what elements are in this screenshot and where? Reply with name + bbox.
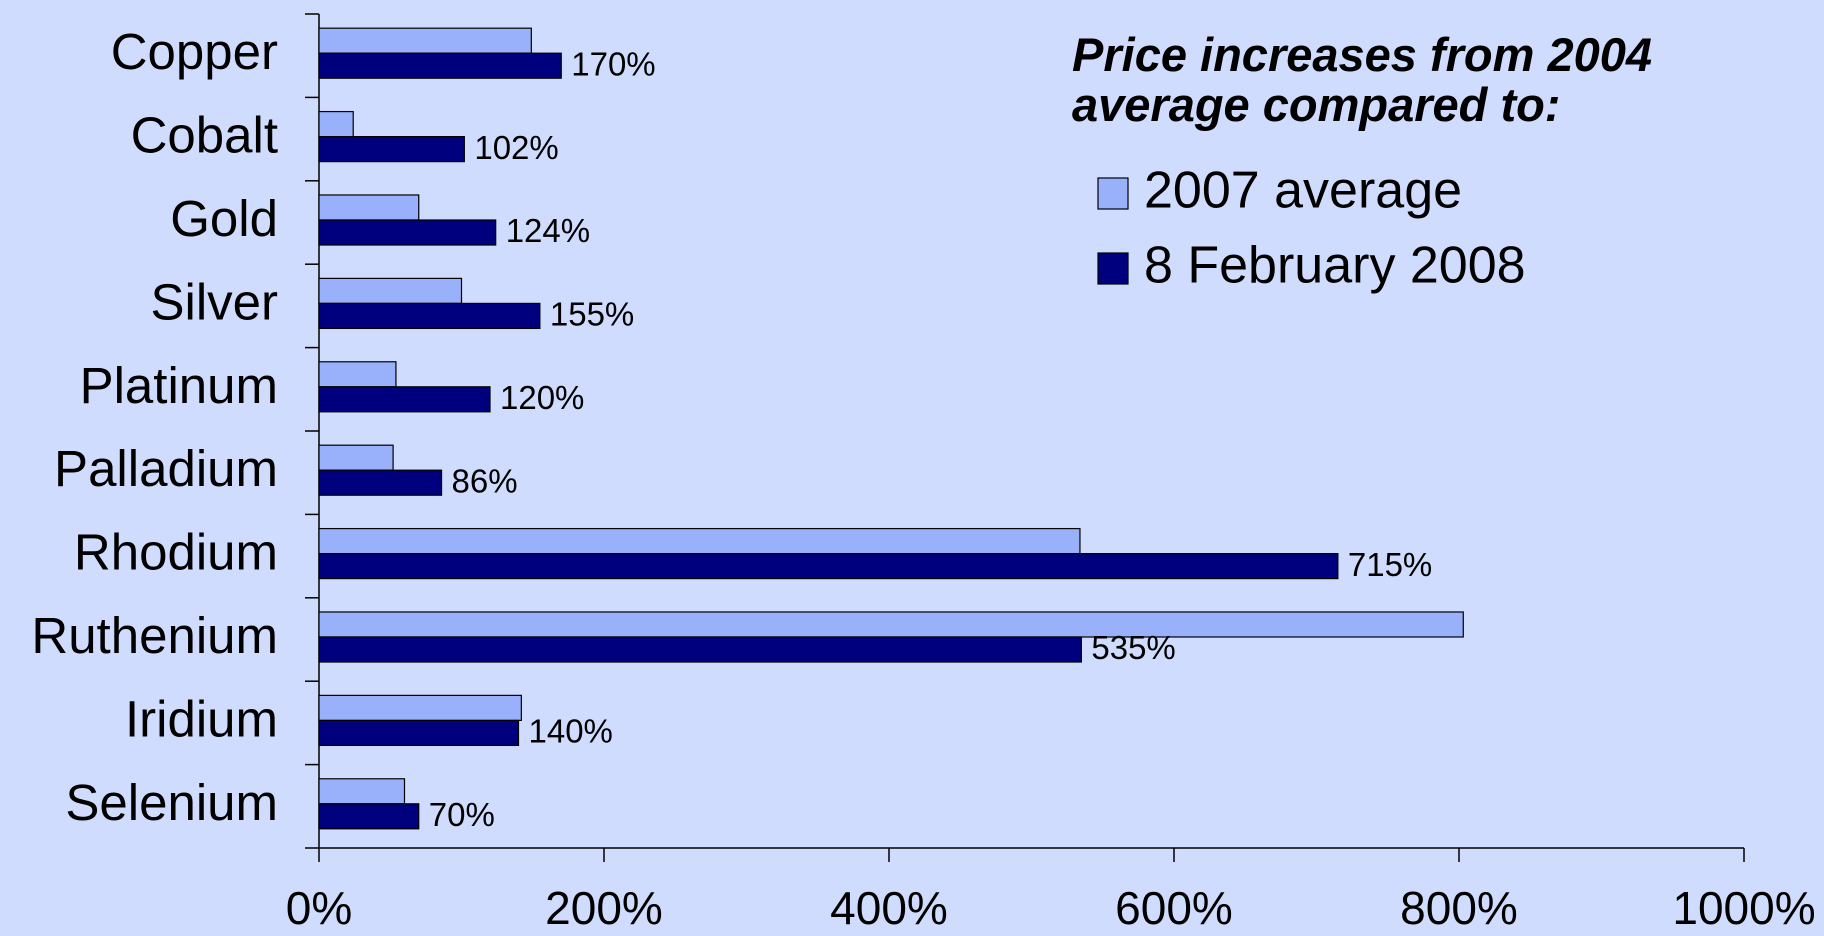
legend-label: 2007 average (1144, 162, 1462, 220)
x-tick-label: 800% (1400, 882, 1518, 934)
category-label: Rhodium (74, 524, 278, 581)
value-label: 535% (1091, 629, 1175, 666)
bar (318, 527, 1081, 555)
x-tick-label: 600% (1115, 882, 1233, 934)
category-label: Palladium (54, 440, 278, 497)
legend-swatch (1097, 177, 1129, 210)
bar (318, 302, 541, 330)
value-label: 715% (1348, 546, 1432, 583)
value-label: 102% (474, 129, 558, 166)
value-label: 120% (500, 379, 584, 416)
value-label: 124% (506, 212, 590, 249)
bar (318, 444, 394, 471)
bar (318, 386, 491, 413)
bar (318, 719, 520, 747)
bar (318, 694, 522, 721)
legend-title: Price increases from 2004 average compar… (1072, 28, 1653, 131)
category-label: Platinum (80, 357, 278, 414)
category-label: Cobalt (131, 107, 278, 164)
category-label: Iridium (125, 690, 278, 747)
x-tick-label: 400% (830, 882, 948, 934)
category-label: Ruthenium (31, 607, 278, 664)
category-label: Selenium (65, 774, 278, 831)
legend-label: 8 February 2008 (1144, 237, 1526, 295)
bar (318, 219, 497, 246)
bar (318, 611, 1464, 638)
category-label: Gold (170, 190, 278, 247)
bar (318, 135, 465, 163)
bar (318, 552, 1339, 580)
x-tick-label: 1000% (1672, 882, 1815, 934)
value-label: 155% (550, 296, 634, 333)
bar (318, 27, 532, 54)
bar (318, 361, 397, 388)
value-label: 86% (452, 462, 518, 499)
bar (318, 277, 463, 304)
x-tick-label: 0% (286, 882, 352, 934)
bar (318, 194, 420, 221)
bar (318, 52, 562, 79)
category-label: Copper (111, 23, 278, 80)
bar (318, 636, 1082, 663)
legend-swatch (1097, 252, 1129, 285)
value-label: 140% (529, 713, 613, 750)
bar (318, 778, 406, 805)
value-label: 170% (571, 45, 655, 82)
bar (318, 469, 443, 496)
bar (318, 110, 354, 138)
value-label: 70% (429, 796, 495, 833)
x-tick-label: 200% (545, 882, 663, 934)
category-label: Silver (150, 273, 278, 330)
bar (318, 803, 420, 830)
